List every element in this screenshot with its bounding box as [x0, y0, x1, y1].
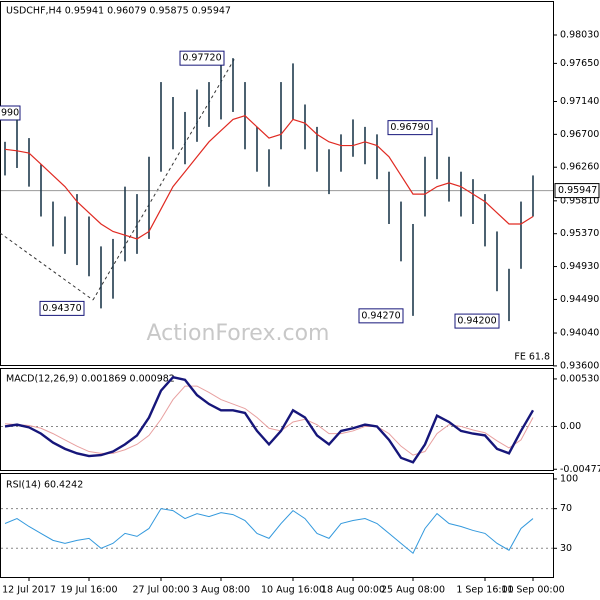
x-tick-label: 11 Sep 00:00: [501, 585, 564, 596]
y-tick-label: -0.004777: [560, 464, 600, 475]
x-tick-label: 10 Aug 16:00: [261, 585, 325, 596]
y-tick-label: 0.94930: [560, 261, 599, 272]
edge-label: 990: [1, 108, 19, 119]
annotation-box: [39, 300, 85, 316]
annotation-label: 0.94270: [361, 310, 400, 321]
x-tick-label: 25 Aug 08:00: [381, 585, 445, 596]
macd-title: MACD(12,26,9) 0.001869 0.000982: [6, 374, 175, 385]
y-tick-label: 0.93600: [560, 360, 599, 371]
macd-line: [4, 375, 535, 464]
rsi-line: [4, 508, 534, 555]
rsi-panel: [0, 473, 554, 578]
annotation-box: [454, 313, 500, 329]
y-tick-label: 0.95370: [560, 228, 599, 239]
y-tick-label: 0.96700: [560, 129, 599, 140]
annotation-label: 0.97720: [182, 53, 221, 64]
x-tick-label: 27 Jul 00:00: [133, 585, 190, 596]
y-tick-label: 70: [560, 503, 572, 514]
annotation-label: 0.94370: [42, 303, 81, 314]
y-tick-label: 0.96260: [560, 162, 599, 173]
signal-line: [4, 385, 534, 456]
y-tick-label: 100: [560, 473, 578, 484]
last-price-label: 0.95947: [558, 185, 597, 196]
annotation-box: [387, 120, 433, 136]
moving-average: [4, 115, 534, 240]
annotation-label: 0.96790: [390, 122, 429, 133]
price-title: USDCHF,H4 0.95941 0.96079 0.95875 0.9594…: [6, 6, 231, 17]
watermark: ActionForex.com: [147, 321, 330, 346]
annotation-box: [358, 308, 404, 324]
y-tick-label: 0.005303: [560, 373, 600, 384]
x-tick-label: 19 Jul 16:00: [61, 585, 118, 596]
y-tick-label: 0.00: [560, 421, 581, 432]
edge-box: [0, 105, 21, 121]
x-tick-label: 12 Jul 2017: [2, 585, 56, 596]
fe-label: FE 61.8: [514, 352, 550, 363]
y-tick-label: 0.94040: [560, 328, 599, 339]
y-tick-label: 0.95810: [560, 195, 599, 206]
last-price-box: [554, 183, 600, 199]
price-panel: [0, 1, 554, 366]
y-tick-label: 30: [560, 543, 572, 554]
y-tick-label: 0.94490: [560, 294, 599, 305]
trend-line: [0, 232, 94, 301]
trend-line: [92, 57, 236, 301]
rsi-title: RSI(14) 60.4242: [6, 480, 83, 491]
y-tick-label: 0.98030: [560, 30, 599, 41]
annotation-label: 0.94200: [457, 316, 496, 327]
macd-panel: [0, 368, 554, 471]
x-tick-label: 3 Aug 08:00: [192, 585, 250, 596]
x-tick-label: 1 Sep 16:00: [456, 585, 513, 596]
y-tick-label: 0.97140: [560, 96, 599, 107]
x-tick-label: 18 Aug 00:00: [321, 585, 385, 596]
y-tick-label: 0.97650: [560, 58, 599, 69]
annotation-box: [179, 50, 225, 66]
